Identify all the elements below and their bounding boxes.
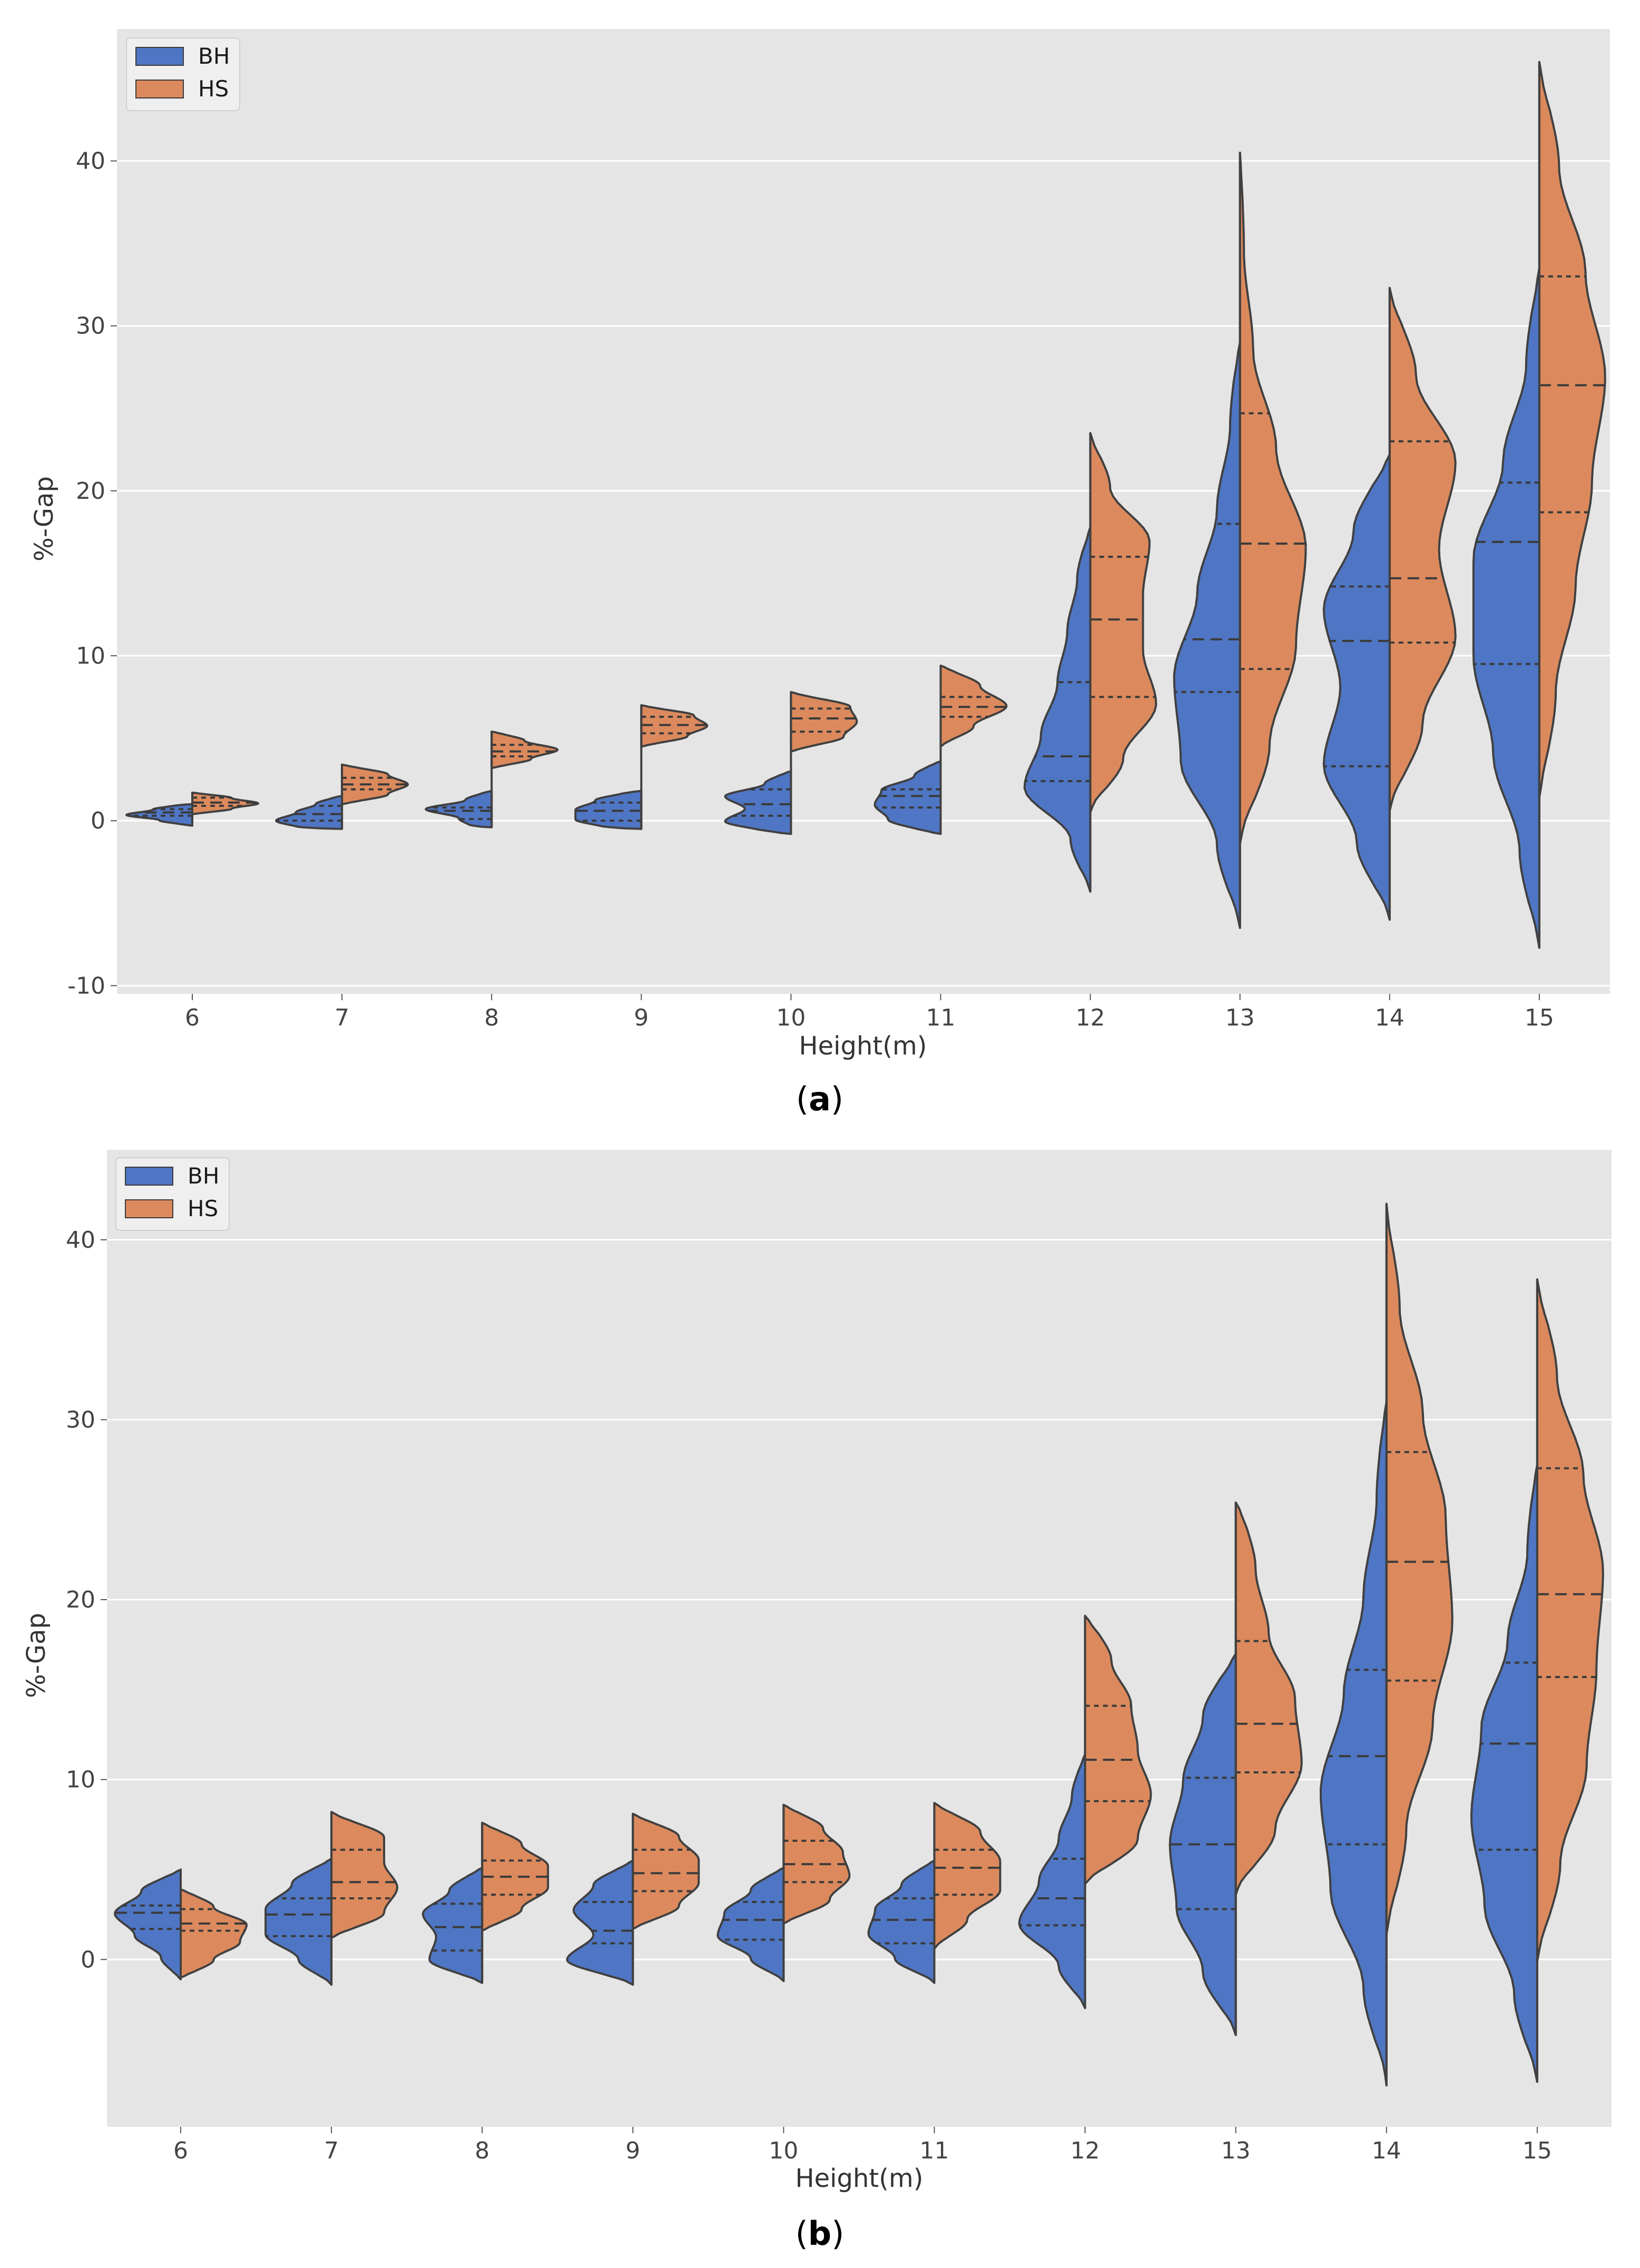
violin-hs-height-11 bbox=[933, 1802, 1001, 1950]
violin-hs-height-6 bbox=[191, 791, 259, 815]
legend: BH HS bbox=[115, 1157, 230, 1231]
x-tick-label: 10 bbox=[776, 1004, 806, 1031]
x-tick-label: 6 bbox=[185, 1004, 200, 1031]
legend-label-bh: BH bbox=[198, 43, 230, 69]
x-tick-label: 11 bbox=[920, 2137, 949, 2164]
violin-bh-height-10 bbox=[724, 770, 792, 835]
violin-marks bbox=[125, 61, 1606, 949]
violin-hs-height-9 bbox=[640, 704, 709, 748]
violin-bh-height-10 bbox=[716, 1867, 785, 1983]
violin-hs-height-13 bbox=[1234, 1501, 1303, 1896]
violin-hs-height-14 bbox=[1388, 287, 1457, 812]
legend-swatch-bh bbox=[135, 47, 184, 66]
violin-bh-height-12 bbox=[1018, 1753, 1086, 2009]
violin-bh-height-15 bbox=[1472, 267, 1540, 949]
violin-hs-height-11 bbox=[939, 664, 1008, 748]
y-tick-label: 30 bbox=[76, 313, 105, 340]
y-tick-labels: -10 0 10 20 30 40 bbox=[67, 148, 117, 999]
violin-hs-height-8 bbox=[481, 1821, 549, 1932]
legend-swatch-hs bbox=[135, 80, 184, 98]
y-tick-label: -10 bbox=[67, 972, 105, 999]
y-tick-labels: 0 10 20 30 40 bbox=[66, 1227, 107, 1973]
violin-bh-height-9 bbox=[574, 790, 643, 830]
x-tick-label: 10 bbox=[769, 2137, 798, 2164]
violin-bh-height-11 bbox=[867, 1859, 936, 1984]
legend-label-bh: BH bbox=[188, 1163, 219, 1189]
violin-bh-height-9 bbox=[566, 1859, 634, 1986]
violin-bh-height-8 bbox=[421, 1867, 484, 1984]
legend-swatch-hs bbox=[125, 1199, 173, 1218]
violin-hs-height-14 bbox=[1385, 1202, 1454, 1936]
violin-hs-height-7 bbox=[341, 763, 409, 805]
violin-bh-height-7 bbox=[264, 1857, 333, 1986]
violin-hs-height-12 bbox=[1089, 432, 1157, 814]
violin-hs-height-13 bbox=[1239, 151, 1307, 845]
x-tick-label: 13 bbox=[1225, 1004, 1255, 1031]
x-tick-label: 8 bbox=[475, 2137, 489, 2164]
violin-bh-height-13 bbox=[1173, 341, 1241, 929]
x-tick-label: 8 bbox=[484, 1004, 499, 1031]
legend-label-hs: HS bbox=[198, 76, 229, 102]
legend: BH HS bbox=[126, 37, 240, 111]
panel-caption-a: (a) bbox=[796, 1080, 843, 1118]
x-tick-label: 6 bbox=[173, 2137, 188, 2164]
violin-panel-b: 0 10 20 30 40 6 7 8 9 10 11 12 13 14 15 %-Gap Height(… bbox=[22, 1150, 1612, 2253]
violin-hs-height-15 bbox=[1536, 1278, 1604, 1963]
x-tick-label: 9 bbox=[625, 2137, 640, 2164]
y-tick-label: 10 bbox=[66, 1767, 95, 1793]
violin-bh-height-14 bbox=[1319, 1401, 1388, 2087]
x-tick-label: 14 bbox=[1375, 1004, 1405, 1031]
violin-hs-height-10 bbox=[790, 691, 858, 753]
violin-hs-height-12 bbox=[1084, 1614, 1152, 1885]
x-tick-label: 15 bbox=[1525, 1004, 1554, 1031]
violin-hs-height-7 bbox=[330, 1811, 399, 1939]
x-tick-label: 13 bbox=[1221, 2137, 1251, 2164]
legend-label-hs: HS bbox=[188, 1196, 218, 1221]
violin-hs-height-15 bbox=[1538, 61, 1606, 799]
y-tick-label: 40 bbox=[76, 148, 105, 175]
x-tick-labels: 6 7 8 9 10 11 12 13 14 15 bbox=[173, 2127, 1552, 2164]
violin-bh-height-14 bbox=[1322, 453, 1391, 921]
y-tick-label: 0 bbox=[81, 1946, 95, 1973]
y-tick-label: 30 bbox=[66, 1406, 95, 1433]
violin-hs-height-6 bbox=[180, 1888, 248, 1979]
x-tick-label: 12 bbox=[1071, 2137, 1100, 2164]
violin-bh-height-6 bbox=[114, 1868, 182, 1980]
panel-caption-b: (b) bbox=[796, 2214, 844, 2253]
y-axis-label: %-Gap bbox=[30, 476, 59, 561]
panel-caption-letter: b bbox=[808, 2214, 831, 2253]
x-tick-label: 11 bbox=[926, 1004, 956, 1031]
x-tick-label: 12 bbox=[1076, 1004, 1105, 1031]
violin-hs-height-8 bbox=[490, 731, 559, 769]
violin-hs-height-9 bbox=[632, 1812, 700, 1930]
y-tick-label: 10 bbox=[76, 643, 105, 669]
x-tick-label: 14 bbox=[1372, 2137, 1401, 2164]
y-tick-label: 20 bbox=[76, 478, 105, 505]
y-tick-label: 40 bbox=[66, 1227, 95, 1254]
violin-bh-height-13 bbox=[1168, 1652, 1237, 2036]
legend-swatch-bh bbox=[125, 1167, 173, 1186]
violin-marks bbox=[114, 1202, 1604, 2087]
y-tick-label: 0 bbox=[91, 807, 105, 834]
violin-bh-height-15 bbox=[1470, 1463, 1538, 2083]
panel-caption-letter: a bbox=[809, 1080, 831, 1118]
violin-panel-a: -10 0 10 20 30 40 6 7 8 9 10 11 12 13 14 15 %-Gap Heig… bbox=[30, 29, 1610, 1118]
x-tick-label: 7 bbox=[324, 2137, 339, 2164]
x-axis-label: Height(m) bbox=[799, 1031, 927, 1061]
violin-bh-height-8 bbox=[425, 790, 493, 829]
y-tick-label: 20 bbox=[66, 1586, 95, 1613]
violin-bh-height-6 bbox=[125, 803, 193, 827]
x-tick-label: 9 bbox=[634, 1004, 649, 1031]
violin-hs-height-10 bbox=[782, 1803, 851, 1925]
x-tick-label: 15 bbox=[1523, 2137, 1552, 2164]
violin-bh-height-12 bbox=[1023, 526, 1092, 893]
x-tick-label: 7 bbox=[335, 1004, 349, 1031]
x-tick-labels: 6 7 8 9 10 11 12 13 14 15 bbox=[185, 994, 1554, 1031]
y-axis-label: %-Gap bbox=[22, 1613, 51, 1698]
x-axis-label: Height(m) bbox=[796, 2164, 924, 2193]
violin-bh-height-11 bbox=[873, 760, 942, 835]
